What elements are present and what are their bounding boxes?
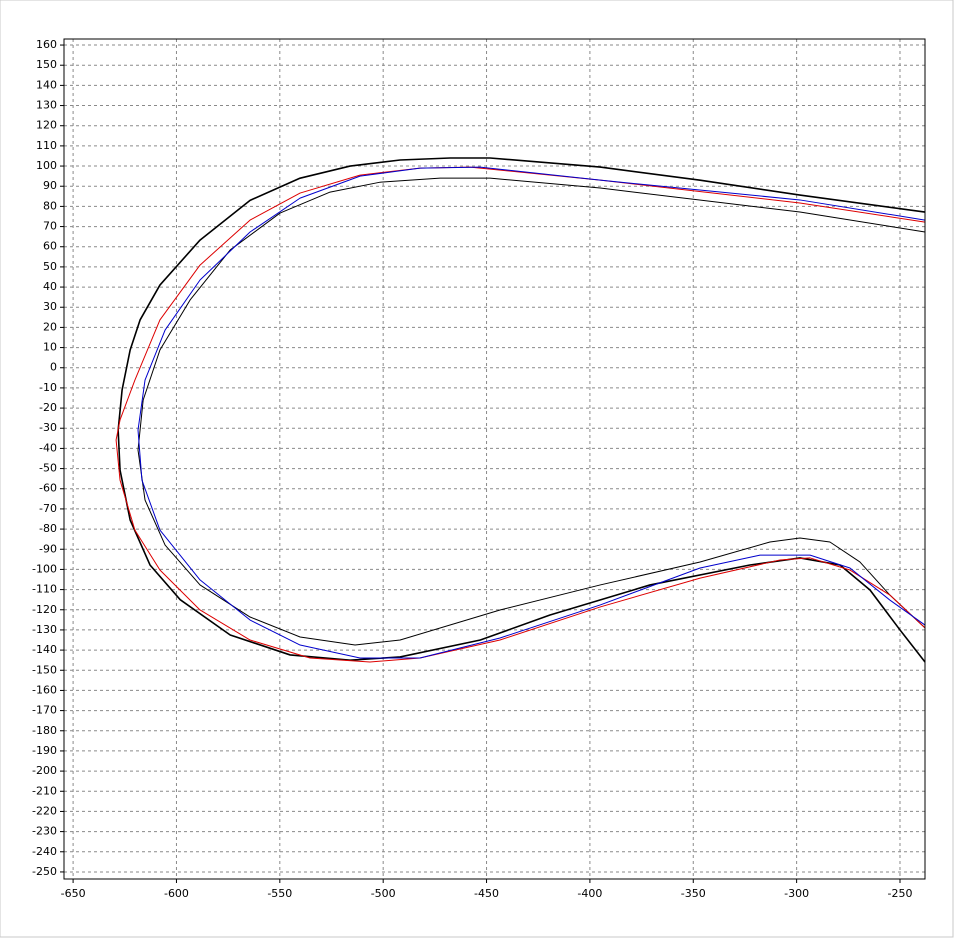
x-tick-label: -600 — [164, 887, 189, 900]
y-tick-label: -140 — [32, 643, 57, 656]
y-tick-label: 110 — [36, 139, 57, 152]
series-line — [115, 166, 926, 663]
y-tick-label: -60 — [39, 482, 57, 495]
y-tick-label: -10 — [39, 381, 57, 394]
y-tick-label: 80 — [43, 199, 57, 212]
y-tick-label: -40 — [39, 441, 57, 454]
y-tick-label: -50 — [39, 462, 57, 475]
y-tick-label: 70 — [43, 220, 57, 233]
y-tick-label: -20 — [39, 401, 57, 414]
y-tick-label: 120 — [36, 119, 57, 132]
y-tick-label: -90 — [39, 542, 57, 555]
y-tick-label: -210 — [32, 784, 57, 797]
tick-labels: 1601501401301201101009080706050403020100… — [32, 38, 912, 900]
y-tick-label: -160 — [32, 683, 57, 696]
y-tick-label: -30 — [39, 421, 57, 434]
x-tick-label: -300 — [784, 887, 809, 900]
x-tick-label: -400 — [577, 887, 602, 900]
y-tick-label: 160 — [36, 38, 57, 51]
y-tick-label: -250 — [32, 865, 57, 878]
x-tick-label: -650 — [61, 887, 86, 900]
y-tick-label: 30 — [43, 300, 57, 313]
y-tick-label: 20 — [43, 320, 57, 333]
y-tick-label: 40 — [43, 280, 57, 293]
y-tick-label: 140 — [36, 78, 57, 91]
y-tick-label: -220 — [32, 804, 57, 817]
y-tick-label: -170 — [32, 704, 57, 717]
y-tick-label: 130 — [36, 99, 57, 112]
grid — [60, 39, 925, 883]
y-tick-label: -130 — [32, 623, 57, 636]
x-tick-label: -450 — [474, 887, 499, 900]
y-tick-label: -200 — [32, 764, 57, 777]
y-tick-label: 0 — [50, 361, 57, 374]
series-line — [137, 166, 926, 659]
y-tick-label: -100 — [32, 562, 57, 575]
y-tick-label: -80 — [39, 522, 57, 535]
y-tick-label: -190 — [32, 744, 57, 757]
y-tick-label: -180 — [32, 724, 57, 737]
y-tick-label: -150 — [32, 663, 57, 676]
x-tick-label: -250 — [888, 887, 913, 900]
y-tick-label: 50 — [43, 260, 57, 273]
series-line — [117, 157, 926, 663]
x-tick-label: -550 — [267, 887, 292, 900]
y-tick-label: -70 — [39, 502, 57, 515]
y-tick-label: -230 — [32, 825, 57, 838]
y-tick-label: 90 — [43, 179, 57, 192]
y-tick-label: -120 — [32, 603, 57, 616]
y-tick-label: 100 — [36, 159, 57, 172]
y-tick-label: 10 — [43, 341, 57, 354]
x-tick-label: -350 — [681, 887, 706, 900]
y-tick-label: 60 — [43, 240, 57, 253]
plot-border — [63, 38, 926, 880]
y-tick-label: -240 — [32, 845, 57, 858]
x-tick-label: -500 — [371, 887, 396, 900]
y-tick-label: -110 — [32, 583, 57, 596]
series-line — [137, 177, 926, 646]
y-tick-label: 150 — [36, 58, 57, 71]
plot-lines — [115, 157, 926, 663]
